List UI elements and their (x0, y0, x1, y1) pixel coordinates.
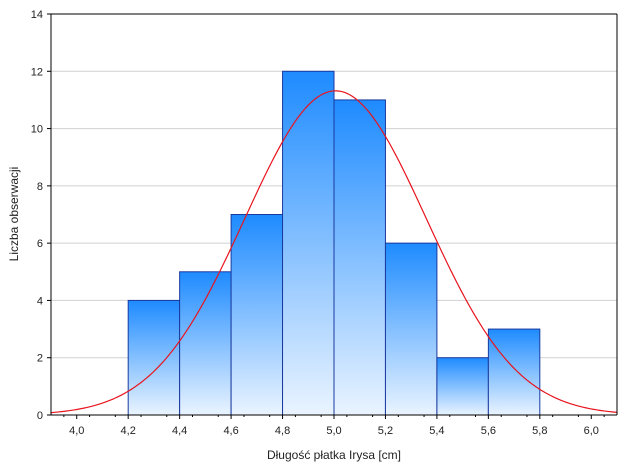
normal-curve-layer (51, 90, 617, 414)
y-tick-label: 0 (37, 410, 43, 422)
x-tick-label: 5,8 (532, 425, 547, 437)
x-tick-label: 5,4 (429, 425, 444, 437)
y-tick-label: 6 (37, 238, 43, 250)
histogram-bar (436, 357, 489, 416)
histogram-bar (179, 271, 232, 416)
histogram-bar (127, 299, 181, 416)
histogram-bar (333, 99, 386, 416)
x-tick-label: 5,2 (378, 425, 393, 437)
y-tick-label: 4 (37, 295, 43, 307)
histogram-bar (282, 70, 335, 416)
normal-curve (51, 90, 617, 414)
x-tick-label: 4,8 (275, 425, 290, 437)
x-tick-label: 4,2 (121, 425, 136, 437)
x-tick-label: 6,0 (584, 425, 599, 437)
histogram-bar (487, 328, 541, 416)
y-tick-label: 8 (37, 181, 43, 193)
histogram-bar (384, 242, 438, 416)
y-tick-label: 12 (31, 66, 43, 78)
x-tick-label: 4,6 (223, 425, 238, 437)
x-tick-label: 5,6 (481, 425, 496, 437)
tick-labels: 4,0 4,2 4,4 4,6 4,8 5,0 5,2 5,4 5,6 5,8 6,0 0 2 4 6 8 10… (31, 9, 605, 437)
x-tick-label: 5,0 (326, 425, 341, 437)
axes (50, 13, 618, 416)
y-tick-label: 10 (31, 124, 43, 136)
y-axis-title: Liczba obserwacji (7, 167, 21, 262)
histogram-bar (230, 214, 284, 416)
x-tick-label: 4,4 (172, 425, 187, 437)
histogram-bars (127, 70, 541, 416)
y-tick-label: 2 (37, 353, 43, 365)
x-axis-title: Długość płatka Irysa [cm] (267, 448, 401, 462)
x-tick-label: 4,0 (69, 425, 84, 437)
y-tick-label: 14 (31, 9, 43, 21)
